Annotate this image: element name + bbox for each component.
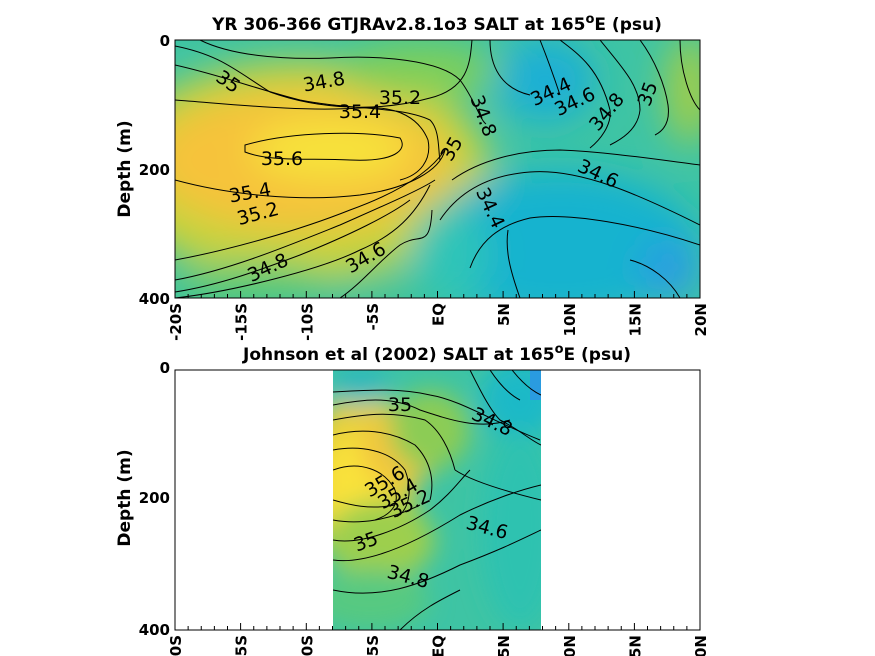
bottom-x-tick-label: -10S [298,635,316,656]
top-contour-label: 35.6 [261,148,303,170]
top-y-axis-label: Depth (m) [115,120,135,217]
bottom-x-tick-label: 15N [626,635,644,656]
bottom-x-tick-label: EQ [430,635,448,656]
bottom-panel: Johnson et al (2002) SALT at 165oE (psu) [115,342,710,656]
bottom-y-tick-label: 200 [139,489,170,507]
top-y-axis: 0 200 400 Depth (m) [115,32,170,308]
bottom-y-tick-label: 0 [160,359,170,377]
top-panel: YR 306-366 GTJRAv2.8.1o3 SALT at 165oE (… [115,12,710,341]
bottom-contour-lines [333,370,541,630]
bottom-x-tick-label: 10N [561,635,579,656]
bottom-contour-label: 35 [388,394,412,416]
bottom-x-tick-label: -15S [233,635,251,656]
bottom-x-tick-label: -5S [364,635,382,656]
bottom-title: Johnson et al (2002) SALT at 165oE (psu) [242,342,631,365]
top-x-tick-label: -20S [167,303,185,341]
bottom-x-minor-ticks [187,626,688,630]
top-contour-label: 35.4 [339,101,381,123]
bottom-x-tick-label: -20S [167,635,185,656]
top-x-tick-label: 10N [561,303,579,336]
bottom-salinity-field [333,370,541,630]
top-x-tick-label: 20N [692,303,710,336]
top-salinity-field [175,40,700,298]
top-x-minor-ticks [187,294,688,298]
top-contour-lines [175,40,700,298]
top-y-tick-label: 400 [139,290,170,308]
bottom-x-tick-label: 5N [495,635,513,656]
top-x-tick-label: 15N [626,303,644,336]
bottom-x-axis: -20S -15S -10S -5S EQ 5N 10N 15N 20N [167,623,710,656]
top-x-tick-label: -5S [364,303,382,330]
top-x-axis: -20S -15S -10S -5S EQ 5N 10N 15N 20N [167,291,710,341]
top-x-tick-label: -15S [233,303,251,341]
top-x-tick-label: -10S [298,303,316,341]
bottom-y-axis-label: Depth (m) [115,449,135,546]
bottom-y-tick-label: 400 [139,621,170,639]
bottom-y-axis: 0 200 400 Depth (m) [115,359,170,639]
top-x-tick-label: 5N [495,303,513,326]
top-x-tick-label: EQ [430,303,448,326]
top-y-tick-label: 200 [139,161,170,179]
top-title: YR 306-366 GTJRAv2.8.1o3 SALT at 165oE (… [211,12,662,35]
top-contour-label: 35.2 [379,87,421,109]
bottom-x-tick-label: 20N [692,635,710,656]
top-y-tick-label: 0 [160,32,170,50]
